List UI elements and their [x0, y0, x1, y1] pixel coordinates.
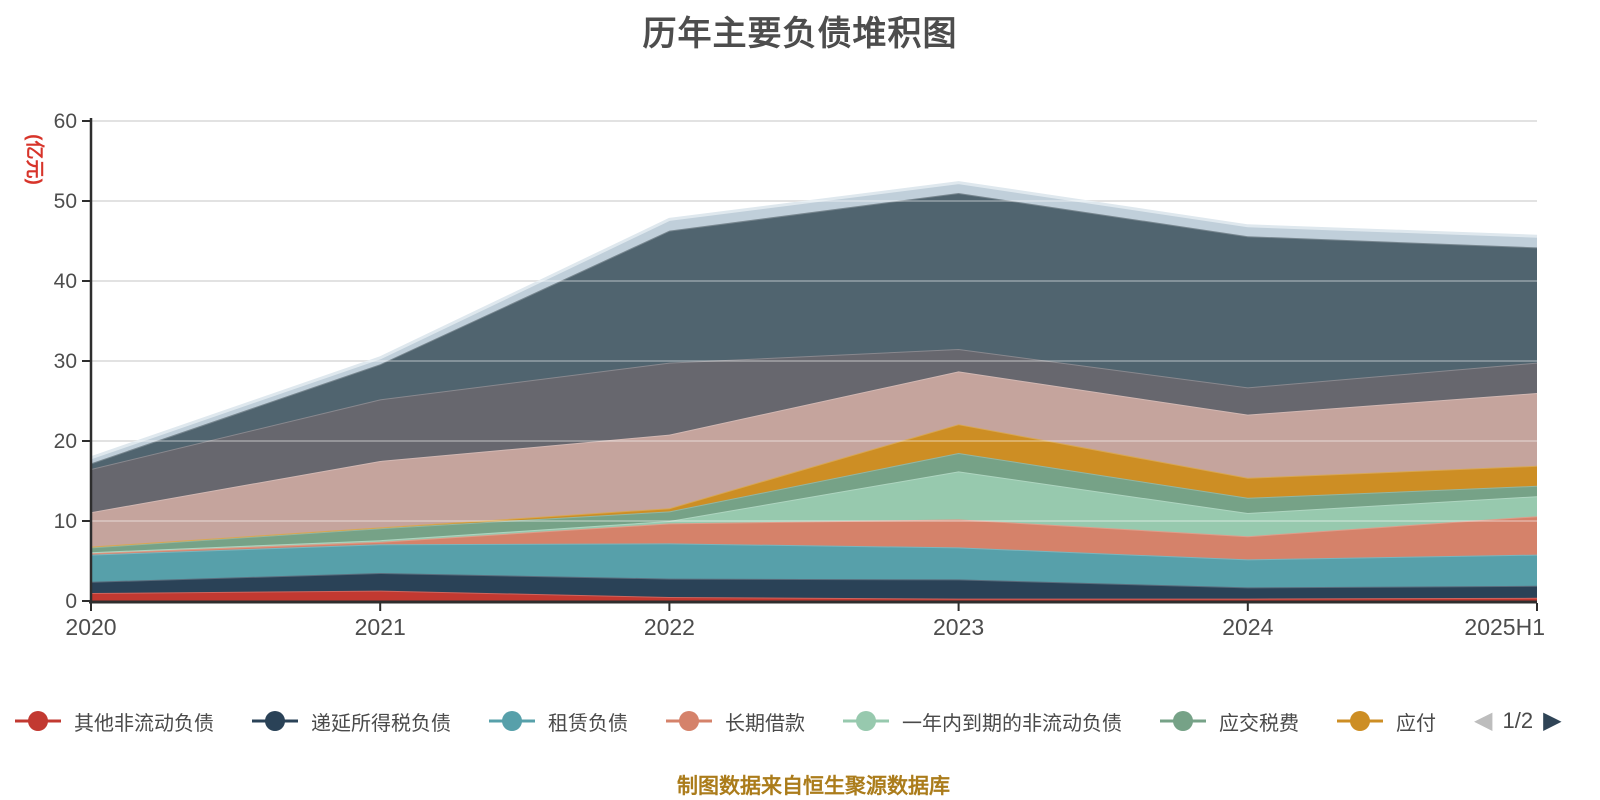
legend-item-label: 一年内到期的非流动负债 [902, 712, 1122, 735]
area-series-7 [91, 424, 1537, 548]
legend-item-7[interactable]: 应付 [1337, 707, 1436, 736]
legend-pager: ◀ 1/2 ▶ [1474, 708, 1562, 734]
area-series-6 [91, 453, 1537, 553]
legend-line-circle-icon [1160, 711, 1206, 731]
area-series-9 [91, 349, 1537, 513]
legend-item-1[interactable]: 其他非流动负债 [15, 707, 214, 736]
x-tick-label-2021: 2021 [355, 614, 406, 640]
legend-item-6[interactable]: 应交税费 [1160, 707, 1299, 736]
x-tick-label-2024: 2024 [1222, 614, 1273, 640]
legend-item-3[interactable]: 租赁负债 [489, 707, 628, 736]
legend-line-circle-icon [489, 711, 535, 731]
x-tick-label-2020: 2020 [65, 614, 116, 640]
y-tick-label-0: 0 [65, 590, 77, 613]
legend-item-label: 应交税费 [1219, 712, 1299, 735]
legend-item-label: 其他非流动负债 [74, 712, 214, 735]
x-tick-label-2023: 2023 [933, 614, 984, 640]
area-series-5 [91, 471, 1537, 553]
legend-page-indicator: 1/2 [1502, 708, 1534, 733]
legend-item-2[interactable]: 递延所得税负债 [252, 707, 451, 736]
legend-item-4[interactable]: 长期借款 [666, 707, 805, 736]
area-series-3 [91, 543, 1537, 588]
stack-top-outline [90, 181, 1538, 460]
area-series-2 [91, 573, 1537, 599]
legend-items: 其他非流动负债 递延所得税负债 租赁负债 长期借款 一年内到期的非流动负债 应交税费 应付 [15, 707, 1436, 736]
legend-item-label: 长期借款 [725, 712, 805, 735]
area-series-8 [91, 371, 1537, 547]
y-tick-label-40: 40 [54, 270, 77, 293]
legend-item-5[interactable]: 一年内到期的非流动负债 [843, 707, 1122, 736]
y-tick-label-50: 50 [54, 190, 77, 213]
legend-item-label: 应付 [1396, 712, 1436, 735]
legend-line-circle-icon [15, 711, 61, 731]
legend-item-label: 租赁负债 [548, 712, 628, 735]
y-tick-label-30: 30 [54, 350, 77, 373]
x-tick-label-2025H1: 2025H1 [1464, 614, 1545, 640]
legend-item-label: 递延所得税负债 [311, 712, 451, 735]
legend-line-circle-icon [843, 711, 889, 731]
y-tick-label-10: 10 [54, 510, 77, 533]
y-tick-label-60: 60 [54, 110, 77, 133]
x-tick-label-2022: 2022 [644, 614, 695, 640]
legend-line-circle-icon [666, 711, 712, 731]
legend-prev-page-icon[interactable]: ◀ [1474, 707, 1493, 734]
legend: 其他非流动负债 递延所得税负债 租赁负债 长期借款 一年内到期的非流动负债 应交税费 应付 … [15, 702, 1600, 740]
y-tick-label-20: 20 [54, 430, 77, 453]
area-series-4 [91, 516, 1537, 560]
legend-line-circle-icon [252, 711, 298, 731]
legend-line-circle-icon [1337, 711, 1383, 731]
area-series-10 [91, 193, 1537, 469]
data-source-note: 制图数据来自恒生聚源数据库 [677, 775, 950, 798]
legend-next-page-icon[interactable]: ▶ [1543, 707, 1562, 734]
chart-title: 历年主要负债堆积图 [642, 15, 958, 53]
